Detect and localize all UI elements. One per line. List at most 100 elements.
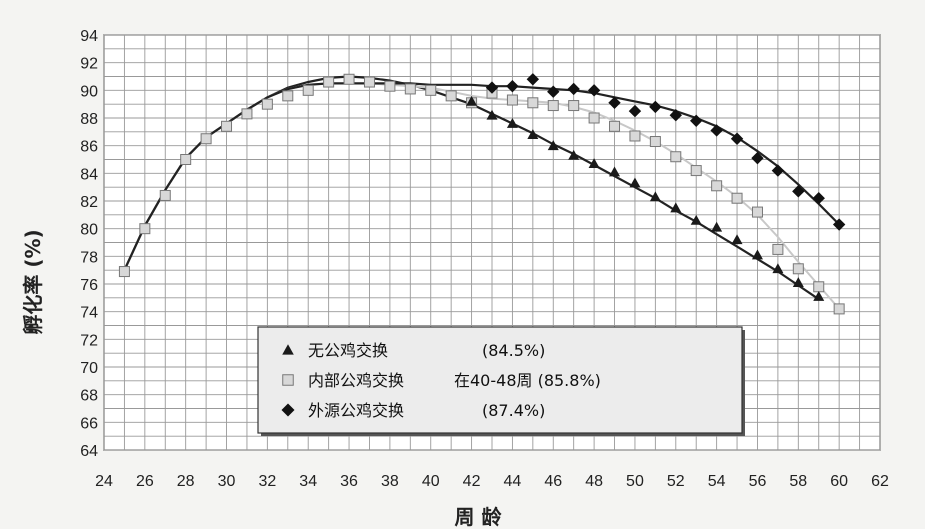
legend-box: [257, 326, 743, 434]
data-point-square: [670, 151, 682, 163]
y-tick-label: 72: [80, 332, 98, 349]
legend-note: (87.4%): [482, 401, 545, 420]
data-point-diamond: [710, 124, 723, 137]
x-tick-label: 26: [136, 473, 154, 490]
x-tick-label: 36: [340, 473, 358, 490]
y-tick-label: 82: [80, 194, 98, 211]
x-tick-label: 62: [871, 473, 889, 490]
data-point-triangle: [792, 277, 804, 288]
y-tick-label: 70: [80, 360, 98, 377]
data-point-square: [792, 263, 804, 275]
legend-note: (84.5%): [482, 341, 545, 360]
data-point-square: [159, 189, 171, 201]
data-point-triangle: [711, 221, 723, 232]
data-point-square: [711, 180, 723, 192]
data-point-square: [629, 130, 641, 142]
x-tick-label: 60: [830, 473, 848, 490]
data-point-square: [751, 206, 763, 218]
data-point-square: [323, 76, 335, 88]
legend: 无公鸡交换 (84.5%) 内部公鸡交换 在40-48周 (85.8%) 外源公鸡交换 (…: [257, 326, 745, 436]
data-point-square: [221, 120, 233, 132]
data-point-diamond: [751, 151, 764, 165]
x-tick-label: 40: [422, 473, 440, 490]
data-point-square: [343, 73, 355, 85]
x-tick-label: 48: [585, 473, 603, 490]
data-point-triangle: [772, 263, 784, 274]
y-tick-label: 66: [80, 415, 98, 432]
y-tick-label: 92: [80, 56, 98, 73]
legend-label: 无公鸡交换: [308, 341, 388, 360]
y-tick-label: 64: [80, 443, 98, 460]
legend-label: 内部公鸡交换: [308, 371, 404, 390]
data-point-square: [302, 84, 314, 96]
data-point-square: [363, 76, 375, 88]
x-tick-label: 58: [789, 473, 807, 490]
x-tick-label: 30: [218, 473, 236, 490]
x-tick-label: 54: [708, 473, 726, 490]
data-point-square: [384, 80, 396, 92]
data-point-square: [568, 100, 580, 112]
data-point-diamond: [812, 192, 825, 205]
data-point-square: [527, 97, 539, 109]
data-point-square: [731, 192, 743, 204]
data-point-triangle: [731, 234, 743, 245]
data-point-square: [261, 98, 273, 110]
data-point-diamond: [649, 100, 662, 114]
data-point-square: [404, 83, 416, 95]
data-point-triangle: [690, 214, 702, 225]
data-point-square: [200, 133, 212, 145]
data-point-triangle: [649, 191, 661, 202]
x-tick-label: 34: [299, 473, 317, 490]
data-point-diamond: [628, 104, 642, 118]
x-tick-label: 28: [177, 473, 195, 490]
data-point-square: [649, 136, 661, 148]
data-point-diamond: [526, 73, 540, 86]
data-point-square: [241, 108, 253, 120]
data-point-triangle: [527, 129, 539, 139]
data-point-diamond: [771, 164, 785, 177]
y-tick-labels: 64 66 68 70 72 74 76 78 80 82 84 86 88 90 92 94: [80, 28, 98, 460]
data-point-diamond: [690, 114, 703, 127]
y-tick-label: 76: [80, 277, 98, 294]
data-point-triangle: [670, 202, 682, 213]
x-tick-labels: 24 26 28 30 32 34 36 38 40 42 44 46 48 50 52 54 56 58 60 62: [95, 473, 889, 490]
x-tick-label: 32: [258, 473, 276, 490]
data-point-diamond: [832, 218, 846, 231]
y-tick-label: 94: [80, 28, 98, 45]
data-markers: [118, 73, 846, 315]
x-tick-label: 42: [463, 473, 481, 490]
data-point-diamond: [669, 109, 682, 122]
x-tick-label: 46: [544, 473, 562, 490]
y-tick-label: 86: [80, 139, 98, 156]
data-point-square: [772, 243, 784, 255]
x-tick-label: 50: [626, 473, 644, 490]
data-point-triangle: [486, 109, 498, 120]
data-point-square: [425, 84, 437, 96]
y-tick-label: 80: [80, 222, 98, 239]
data-point-diamond: [485, 81, 499, 94]
x-tick-label: 56: [749, 473, 767, 490]
x-axis-title: 周 龄: [455, 505, 503, 529]
data-point-triangle: [547, 140, 559, 151]
y-tick-label: 84: [80, 166, 98, 183]
y-tick-label: 88: [80, 111, 98, 128]
x-tick-label: 38: [381, 473, 399, 490]
data-point-square: [118, 266, 130, 278]
legend-marker-triangle: [282, 344, 294, 355]
data-point-square: [506, 94, 518, 106]
data-point-diamond: [730, 132, 744, 145]
data-point-triangle: [506, 118, 518, 128]
y-tick-label: 74: [80, 305, 98, 322]
data-point-diamond: [608, 96, 621, 109]
data-point-triangle: [813, 290, 825, 301]
data-point-square: [547, 100, 559, 112]
data-point-diamond: [587, 84, 601, 97]
data-point-triangle: [751, 249, 763, 260]
data-point-square: [180, 154, 192, 165]
x-tick-label: 24: [95, 473, 113, 490]
legend-label: 外源公鸡交换: [308, 401, 404, 420]
data-point-triangle: [629, 177, 641, 188]
x-tick-label: 44: [504, 473, 522, 490]
data-point-square: [690, 165, 702, 177]
